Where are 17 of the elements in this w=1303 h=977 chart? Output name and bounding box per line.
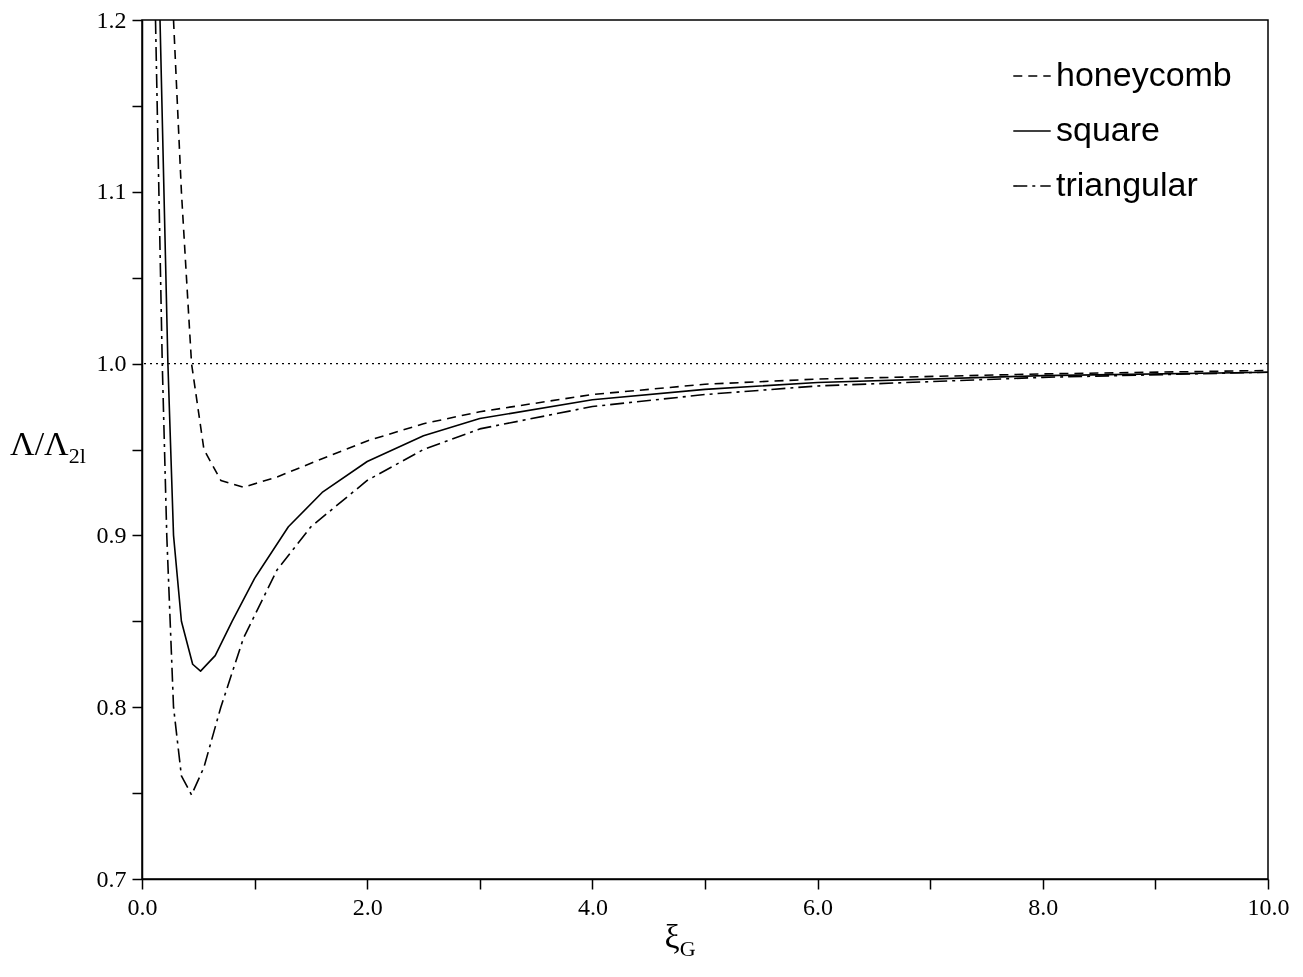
y-tick-label: 1.1 [96, 178, 127, 205]
x-tick-label: 8.0 [1028, 893, 1059, 920]
y-axis-title: Λ/Λ$_{2l}$ [10, 425, 86, 469]
y-tick-label: 1.0 [96, 350, 127, 377]
x-tick-label: 6.0 [803, 893, 834, 920]
x-axis-title: ξ$_{G}$ [664, 918, 696, 962]
y-tick-label: 1.2 [96, 6, 127, 33]
x-tick-label: 0.0 [127, 893, 158, 920]
legend-label: square [1056, 110, 1160, 148]
x-tick-label: 4.0 [577, 893, 608, 920]
legend-label: honeycomb [1056, 55, 1232, 93]
legend-label: triangular [1056, 165, 1198, 203]
y-tick-label: 0.9 [96, 521, 127, 548]
y-tick-label: 0.8 [96, 693, 127, 720]
y-tick-label: 0.7 [96, 865, 127, 892]
x-tick-label: 10.0 [1247, 893, 1290, 920]
x-tick-label: 2.0 [352, 893, 383, 920]
